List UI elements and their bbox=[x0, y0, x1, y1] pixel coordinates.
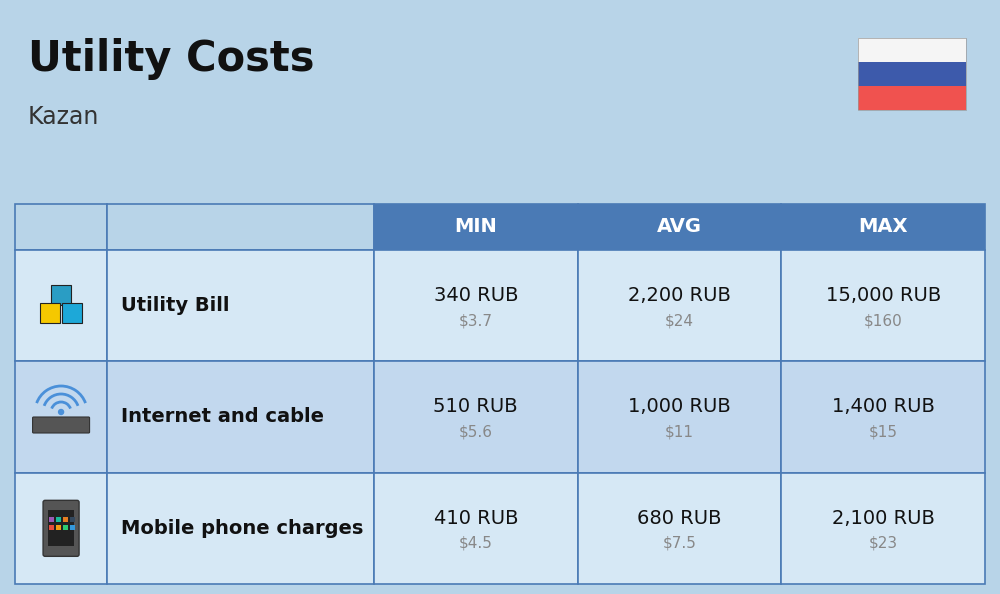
Bar bbox=[15, 473, 107, 584]
Text: Utility Bill: Utility Bill bbox=[121, 296, 230, 315]
Text: 510 RUB: 510 RUB bbox=[433, 397, 518, 416]
Text: Kazan: Kazan bbox=[28, 105, 99, 129]
Bar bbox=[781, 361, 985, 473]
Text: $24: $24 bbox=[665, 313, 694, 328]
Text: 1,400 RUB: 1,400 RUB bbox=[832, 397, 935, 416]
FancyBboxPatch shape bbox=[62, 303, 82, 323]
FancyBboxPatch shape bbox=[43, 500, 79, 557]
FancyBboxPatch shape bbox=[40, 303, 60, 323]
Bar bbox=[781, 250, 985, 361]
Circle shape bbox=[59, 409, 64, 415]
Text: 15,000 RUB: 15,000 RUB bbox=[826, 286, 941, 305]
Bar bbox=[15, 361, 107, 473]
Text: Internet and cable: Internet and cable bbox=[121, 407, 324, 426]
Text: 410 RUB: 410 RUB bbox=[434, 509, 518, 528]
Bar bbox=[48, 510, 74, 546]
Text: $23: $23 bbox=[869, 536, 898, 551]
FancyBboxPatch shape bbox=[51, 285, 71, 305]
Bar bbox=[578, 204, 781, 250]
Bar bbox=[63, 517, 68, 522]
Bar bbox=[858, 38, 966, 62]
Text: $5.6: $5.6 bbox=[459, 425, 493, 440]
Bar bbox=[858, 38, 966, 110]
Text: $15: $15 bbox=[869, 425, 898, 440]
Bar bbox=[374, 250, 578, 361]
Bar bbox=[374, 204, 578, 250]
Bar bbox=[56, 517, 61, 522]
Text: $11: $11 bbox=[665, 425, 694, 440]
Bar bbox=[15, 204, 107, 250]
Text: $7.5: $7.5 bbox=[663, 536, 696, 551]
Bar bbox=[70, 525, 75, 530]
Text: 2,200 RUB: 2,200 RUB bbox=[628, 286, 731, 305]
FancyBboxPatch shape bbox=[33, 417, 90, 433]
Bar bbox=[49, 525, 54, 530]
Text: $4.5: $4.5 bbox=[459, 536, 493, 551]
Text: 2,100 RUB: 2,100 RUB bbox=[832, 509, 935, 528]
Bar bbox=[578, 250, 781, 361]
Bar bbox=[70, 517, 75, 522]
Bar bbox=[107, 361, 374, 473]
Text: 1,000 RUB: 1,000 RUB bbox=[628, 397, 731, 416]
Bar bbox=[578, 361, 781, 473]
Bar bbox=[781, 473, 985, 584]
Text: $3.7: $3.7 bbox=[459, 313, 493, 328]
Text: MAX: MAX bbox=[858, 217, 908, 236]
Bar bbox=[63, 525, 68, 530]
Text: 680 RUB: 680 RUB bbox=[637, 509, 722, 528]
Text: $160: $160 bbox=[864, 313, 903, 328]
Bar bbox=[781, 204, 985, 250]
Bar bbox=[107, 473, 374, 584]
Bar bbox=[858, 86, 966, 110]
Text: Mobile phone charges: Mobile phone charges bbox=[121, 519, 364, 538]
Bar bbox=[15, 250, 107, 361]
Bar bbox=[374, 473, 578, 584]
Text: MIN: MIN bbox=[454, 217, 497, 236]
Bar bbox=[858, 62, 966, 86]
Bar bbox=[374, 361, 578, 473]
Bar bbox=[49, 517, 54, 522]
Bar bbox=[107, 250, 374, 361]
Text: Utility Costs: Utility Costs bbox=[28, 38, 314, 80]
Bar bbox=[107, 204, 374, 250]
Bar bbox=[578, 473, 781, 584]
Text: 340 RUB: 340 RUB bbox=[434, 286, 518, 305]
Bar bbox=[56, 525, 61, 530]
Text: AVG: AVG bbox=[657, 217, 702, 236]
